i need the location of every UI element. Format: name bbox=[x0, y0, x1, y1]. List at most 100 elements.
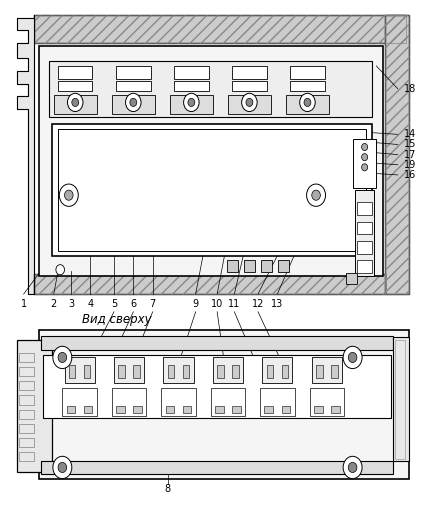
Circle shape bbox=[246, 98, 253, 106]
Bar bbox=[316, 365, 322, 378]
Bar bbox=[34, 274, 385, 294]
Text: 5: 5 bbox=[111, 299, 117, 309]
Text: 7: 7 bbox=[150, 299, 156, 309]
Circle shape bbox=[64, 190, 73, 200]
Bar bbox=[58, 129, 366, 251]
Bar bbox=[17, 340, 52, 472]
Bar bbox=[116, 66, 150, 79]
Bar bbox=[232, 406, 241, 413]
Text: 3: 3 bbox=[68, 299, 74, 309]
Circle shape bbox=[59, 184, 78, 206]
Circle shape bbox=[304, 98, 311, 106]
Bar bbox=[41, 461, 393, 474]
Bar bbox=[357, 241, 372, 254]
Bar bbox=[166, 406, 174, 413]
Bar bbox=[357, 222, 372, 234]
Circle shape bbox=[53, 346, 72, 369]
Bar bbox=[183, 365, 189, 378]
Text: 12: 12 bbox=[252, 299, 264, 309]
Bar bbox=[314, 406, 322, 413]
Bar bbox=[163, 357, 194, 383]
Bar bbox=[213, 357, 243, 383]
Bar bbox=[19, 381, 34, 390]
Bar bbox=[39, 46, 383, 276]
Circle shape bbox=[56, 265, 64, 275]
Circle shape bbox=[126, 93, 141, 112]
Bar bbox=[116, 81, 150, 91]
Bar bbox=[228, 95, 271, 114]
Circle shape bbox=[348, 462, 357, 473]
Bar bbox=[170, 95, 213, 114]
Bar bbox=[310, 388, 344, 416]
Bar bbox=[261, 260, 272, 272]
Bar bbox=[232, 66, 267, 79]
Text: 9: 9 bbox=[193, 299, 199, 309]
Bar bbox=[133, 365, 140, 378]
Circle shape bbox=[362, 143, 368, 151]
Bar bbox=[395, 340, 405, 459]
Bar bbox=[49, 61, 372, 117]
Text: 17: 17 bbox=[404, 150, 417, 160]
Bar bbox=[267, 365, 273, 378]
Bar bbox=[67, 406, 75, 413]
Text: 8: 8 bbox=[165, 484, 171, 494]
Circle shape bbox=[348, 352, 357, 363]
Bar bbox=[69, 365, 75, 378]
Circle shape bbox=[188, 98, 195, 106]
Circle shape bbox=[130, 98, 137, 106]
Bar bbox=[43, 355, 391, 418]
Bar bbox=[19, 395, 34, 405]
Circle shape bbox=[68, 93, 83, 112]
Bar bbox=[312, 357, 342, 383]
Bar bbox=[331, 406, 340, 413]
Text: 19: 19 bbox=[404, 160, 416, 170]
Polygon shape bbox=[17, 15, 34, 294]
Bar bbox=[278, 260, 289, 272]
Bar bbox=[264, 406, 273, 413]
Bar bbox=[215, 406, 224, 413]
Circle shape bbox=[307, 184, 326, 206]
Text: 4: 4 bbox=[87, 299, 93, 309]
Circle shape bbox=[312, 190, 320, 200]
Bar bbox=[34, 15, 406, 43]
Circle shape bbox=[362, 154, 368, 161]
Circle shape bbox=[343, 346, 362, 369]
Text: 11: 11 bbox=[228, 299, 240, 309]
Bar bbox=[232, 81, 267, 91]
Bar bbox=[19, 410, 34, 419]
Bar bbox=[232, 365, 239, 378]
Circle shape bbox=[242, 93, 257, 112]
Bar bbox=[355, 190, 374, 276]
Bar bbox=[112, 388, 146, 416]
Bar bbox=[393, 337, 408, 461]
Text: Вид сверху: Вид сверху bbox=[82, 313, 151, 326]
Bar bbox=[286, 95, 329, 114]
Bar bbox=[41, 336, 393, 350]
Circle shape bbox=[58, 462, 67, 473]
Text: 2: 2 bbox=[51, 299, 57, 309]
Bar bbox=[331, 365, 338, 378]
Bar bbox=[290, 66, 325, 79]
Bar bbox=[84, 406, 92, 413]
Bar bbox=[58, 81, 92, 91]
Text: 1: 1 bbox=[21, 299, 27, 309]
Bar bbox=[357, 202, 372, 215]
Bar bbox=[282, 365, 288, 378]
Bar bbox=[19, 452, 34, 461]
Circle shape bbox=[72, 98, 79, 106]
Bar bbox=[357, 260, 372, 273]
Bar bbox=[282, 406, 290, 413]
Bar bbox=[133, 406, 142, 413]
Bar bbox=[39, 330, 408, 479]
Circle shape bbox=[58, 352, 67, 363]
Text: 16: 16 bbox=[404, 170, 416, 180]
Bar bbox=[385, 15, 408, 294]
Bar bbox=[19, 367, 34, 376]
Text: 15: 15 bbox=[404, 139, 417, 150]
Bar bbox=[116, 406, 125, 413]
Bar bbox=[385, 15, 408, 294]
Bar bbox=[161, 388, 196, 416]
Bar bbox=[260, 388, 295, 416]
Circle shape bbox=[362, 164, 368, 171]
Bar bbox=[19, 438, 34, 447]
